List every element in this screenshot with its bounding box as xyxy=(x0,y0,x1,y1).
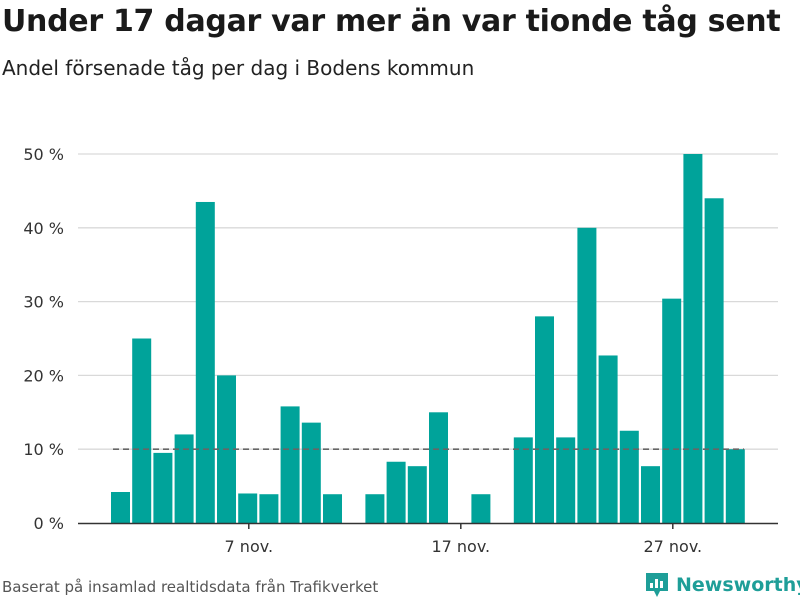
bar xyxy=(535,316,554,523)
bar xyxy=(725,449,745,523)
y-tick-label: 10 % xyxy=(23,440,64,459)
x-tick-label: 27 nov. xyxy=(643,537,702,556)
bar xyxy=(704,198,724,523)
y-tick-label: 20 % xyxy=(23,366,64,385)
y-tick-label: 50 % xyxy=(23,145,64,164)
bar xyxy=(153,452,173,523)
bar xyxy=(662,298,682,523)
bar xyxy=(132,338,152,523)
bar xyxy=(238,493,258,523)
bar xyxy=(259,494,279,523)
bar xyxy=(280,406,300,523)
bar xyxy=(174,434,194,523)
bar xyxy=(111,492,130,523)
bar xyxy=(513,437,533,523)
bar xyxy=(683,154,703,523)
chart-subtitle: Andel försenade tåg per dag i Bodens kom… xyxy=(2,56,475,80)
y-tick-label: 30 % xyxy=(23,293,64,312)
y-tick-label: 40 % xyxy=(23,219,64,238)
bar xyxy=(323,494,342,523)
y-tick-label: 0 % xyxy=(34,514,64,533)
bar xyxy=(365,494,385,523)
bar xyxy=(641,466,660,523)
bar xyxy=(386,461,406,523)
source-note: Baserat på insamlad realtidsdata från Tr… xyxy=(2,578,379,596)
brand-name: Newsworthy xyxy=(676,574,800,596)
newsworthy-icon xyxy=(646,573,668,597)
bar xyxy=(598,355,618,523)
bar xyxy=(407,466,427,523)
bar xyxy=(429,412,448,523)
bar xyxy=(619,430,639,523)
x-tick-label: 7 nov. xyxy=(225,537,274,556)
chart-title: Under 17 dagar var mer än var tionde tåg… xyxy=(2,4,781,39)
bar xyxy=(195,201,215,523)
bar xyxy=(471,494,491,523)
x-tick-label: 17 nov. xyxy=(431,537,490,556)
bar xyxy=(556,437,576,523)
bar xyxy=(301,422,321,523)
brand-logo: Newsworthy xyxy=(644,570,800,600)
bar xyxy=(577,227,597,524)
